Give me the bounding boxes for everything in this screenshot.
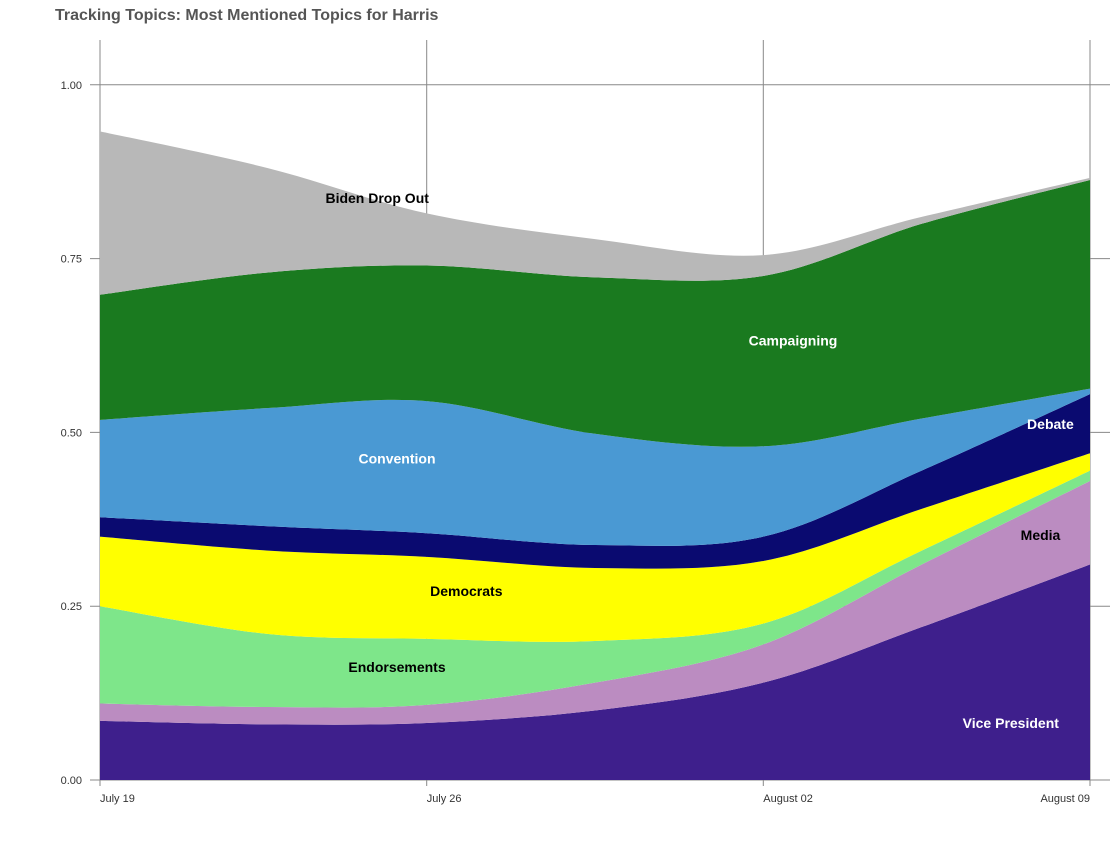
y-tick-label: 1.00	[61, 80, 82, 92]
area-label-democrats: Democrats	[430, 583, 503, 599]
x-tick-label: August 02	[763, 793, 813, 805]
y-tick-label: 0.75	[61, 254, 82, 266]
chart-svg: Tracking Topics: Most Mentioned Topics f…	[0, 0, 1110, 844]
area-label-debate: Debate	[1027, 416, 1074, 432]
stacked-area-chart: Tracking Topics: Most Mentioned Topics f…	[0, 0, 1110, 844]
x-tick-label: August 09	[1040, 793, 1090, 805]
y-tick-label: 0.50	[61, 427, 82, 439]
area-label-vice-president: Vice President	[963, 715, 1060, 731]
area-label-endorsements: Endorsements	[348, 659, 445, 675]
x-tick-label: July 26	[427, 793, 462, 805]
area-label-campaigning: Campaigning	[749, 332, 838, 348]
area-label-convention: Convention	[359, 451, 436, 467]
y-tick-label: 0.00	[61, 775, 82, 787]
y-tick-label: 0.25	[61, 601, 82, 613]
x-tick-label: July 19	[100, 793, 135, 805]
area-label-biden-drop-out: Biden Drop Out	[325, 190, 429, 206]
chart-title: Tracking Topics: Most Mentioned Topics f…	[55, 7, 439, 24]
area-label-media: Media	[1021, 527, 1061, 543]
